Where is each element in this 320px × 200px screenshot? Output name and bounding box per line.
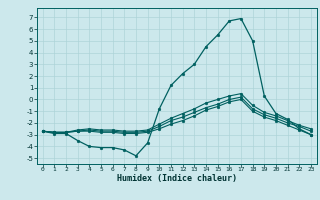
X-axis label: Humidex (Indice chaleur): Humidex (Indice chaleur) (117, 174, 237, 183)
